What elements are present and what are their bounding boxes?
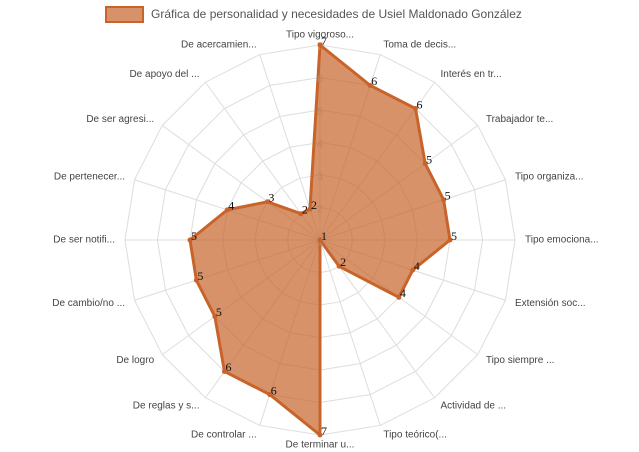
value-label: 5 bbox=[445, 189, 451, 203]
spoke bbox=[319, 239, 381, 426]
category-label: Tipo emociona... bbox=[525, 235, 599, 246]
data-point bbox=[422, 161, 428, 167]
value-label: 6 bbox=[371, 74, 377, 88]
value-label: 4 bbox=[228, 199, 234, 213]
category-label: Toma de decis... bbox=[383, 40, 456, 51]
data-point bbox=[396, 294, 402, 300]
category-label: Tipo teórico(... bbox=[383, 430, 447, 441]
data-point bbox=[410, 267, 416, 273]
value-label: 7 bbox=[321, 34, 327, 48]
category-label: De ser agresi... bbox=[86, 114, 154, 125]
category-label: De ser notifi... bbox=[53, 235, 115, 246]
category-label: Tipo organiza... bbox=[515, 171, 584, 182]
r-tick-label: 5 bbox=[317, 106, 323, 118]
data-point bbox=[413, 106, 419, 112]
category-label: Trabajador te... bbox=[486, 114, 553, 125]
category-label: Tipo siempre ... bbox=[486, 355, 555, 366]
category-label: De cambio/no ... bbox=[52, 298, 125, 309]
data-point bbox=[447, 237, 453, 243]
data-point bbox=[298, 211, 304, 217]
category-label: De pertenecer... bbox=[54, 171, 125, 182]
category-label: De apoyo del ... bbox=[129, 69, 199, 80]
category-label: De acercamien... bbox=[181, 40, 257, 51]
data-point bbox=[193, 277, 199, 283]
value-label: 5 bbox=[197, 269, 203, 283]
data-point bbox=[187, 237, 193, 243]
value-label: 4 bbox=[414, 259, 420, 273]
data-point bbox=[317, 237, 323, 243]
data-point bbox=[267, 392, 273, 398]
value-label: 6 bbox=[417, 97, 423, 111]
data-point bbox=[307, 206, 313, 212]
data-point bbox=[212, 313, 218, 319]
r-tick-label: 2 bbox=[317, 203, 323, 215]
data-point bbox=[224, 207, 230, 213]
data-point bbox=[317, 42, 323, 48]
data-point bbox=[264, 199, 270, 205]
category-label: De reglas y s... bbox=[133, 400, 200, 411]
value-label: 5 bbox=[191, 229, 197, 243]
value-label: 6 bbox=[225, 360, 231, 374]
value-label: 4 bbox=[400, 286, 406, 300]
category-label: De terminar u... bbox=[286, 440, 355, 451]
r-tick-label: 4 bbox=[317, 138, 323, 150]
r-tick-label: 6 bbox=[317, 73, 323, 85]
category-label: De logro bbox=[116, 355, 154, 366]
value-label: 5 bbox=[451, 229, 457, 243]
value-label: 2 bbox=[340, 255, 346, 269]
category-label: Interés en tr... bbox=[440, 69, 501, 80]
value-label: 5 bbox=[426, 152, 432, 166]
data-point bbox=[336, 263, 342, 269]
value-label: 3 bbox=[268, 191, 274, 205]
data-point bbox=[441, 197, 447, 203]
value-label: 1 bbox=[321, 229, 327, 243]
legend-label: Gráfica de personalidad y necesidades de… bbox=[151, 7, 522, 21]
data-point bbox=[317, 432, 323, 438]
category-label: Extensión soc... bbox=[515, 298, 586, 309]
value-label: 2 bbox=[311, 198, 317, 212]
legend-swatch bbox=[105, 6, 144, 23]
value-label: 6 bbox=[271, 383, 277, 397]
value-label: 2 bbox=[302, 202, 308, 216]
value-label: 7 bbox=[321, 424, 327, 438]
category-label: Tipo vigoroso... bbox=[286, 30, 354, 41]
r-tick-label: 3 bbox=[317, 171, 323, 183]
category-label: De controlar ... bbox=[191, 430, 257, 441]
category-label: Actividad de ... bbox=[440, 400, 506, 411]
data-point bbox=[221, 368, 227, 374]
value-label: 5 bbox=[216, 305, 222, 319]
data-point bbox=[367, 82, 373, 88]
